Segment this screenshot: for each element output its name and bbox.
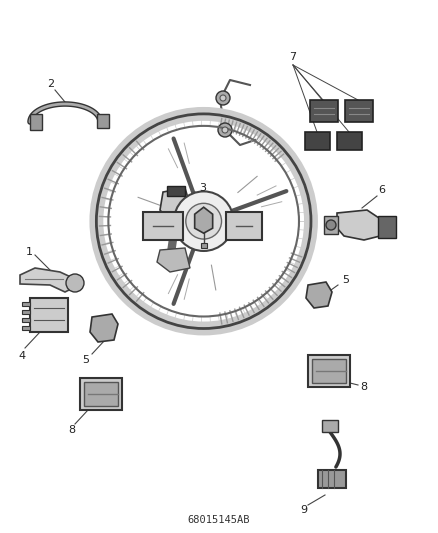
Bar xyxy=(97,114,109,128)
Bar xyxy=(201,243,207,248)
Bar xyxy=(226,212,262,240)
Circle shape xyxy=(222,127,228,133)
Polygon shape xyxy=(194,207,213,233)
Text: 8: 8 xyxy=(68,425,76,435)
Polygon shape xyxy=(337,210,382,240)
Bar xyxy=(167,186,185,196)
Bar xyxy=(310,100,338,122)
Bar xyxy=(345,100,373,122)
Bar xyxy=(80,378,122,410)
Bar xyxy=(322,420,338,432)
Text: 7: 7 xyxy=(290,52,297,62)
Text: 5: 5 xyxy=(343,275,350,285)
Bar xyxy=(22,310,30,314)
Bar xyxy=(30,114,42,130)
Circle shape xyxy=(186,203,222,239)
Text: 8: 8 xyxy=(360,382,367,392)
Polygon shape xyxy=(90,314,118,342)
Circle shape xyxy=(216,91,230,105)
Circle shape xyxy=(220,95,226,101)
Bar xyxy=(318,470,346,488)
Text: 1: 1 xyxy=(25,247,32,257)
Circle shape xyxy=(66,274,84,292)
Bar xyxy=(337,132,362,150)
Bar xyxy=(84,382,118,406)
Circle shape xyxy=(218,123,232,137)
Circle shape xyxy=(326,220,336,230)
Bar xyxy=(30,298,68,332)
Bar xyxy=(22,302,30,306)
Bar xyxy=(305,132,330,150)
Text: 3: 3 xyxy=(199,183,206,193)
Text: 9: 9 xyxy=(300,505,307,515)
Bar xyxy=(22,318,30,322)
Bar xyxy=(324,216,338,234)
Bar xyxy=(143,212,183,240)
Polygon shape xyxy=(160,188,190,222)
Bar xyxy=(308,355,350,387)
Text: 4: 4 xyxy=(18,351,25,361)
Text: 2: 2 xyxy=(47,79,55,89)
Polygon shape xyxy=(157,248,190,272)
Polygon shape xyxy=(20,268,73,292)
Bar xyxy=(22,326,30,330)
Text: 6: 6 xyxy=(378,185,385,195)
Text: 68015145AB: 68015145AB xyxy=(188,515,250,525)
Circle shape xyxy=(174,191,233,251)
Bar xyxy=(312,359,346,383)
Text: 5: 5 xyxy=(82,355,89,365)
Polygon shape xyxy=(306,282,332,308)
Bar xyxy=(378,216,396,238)
